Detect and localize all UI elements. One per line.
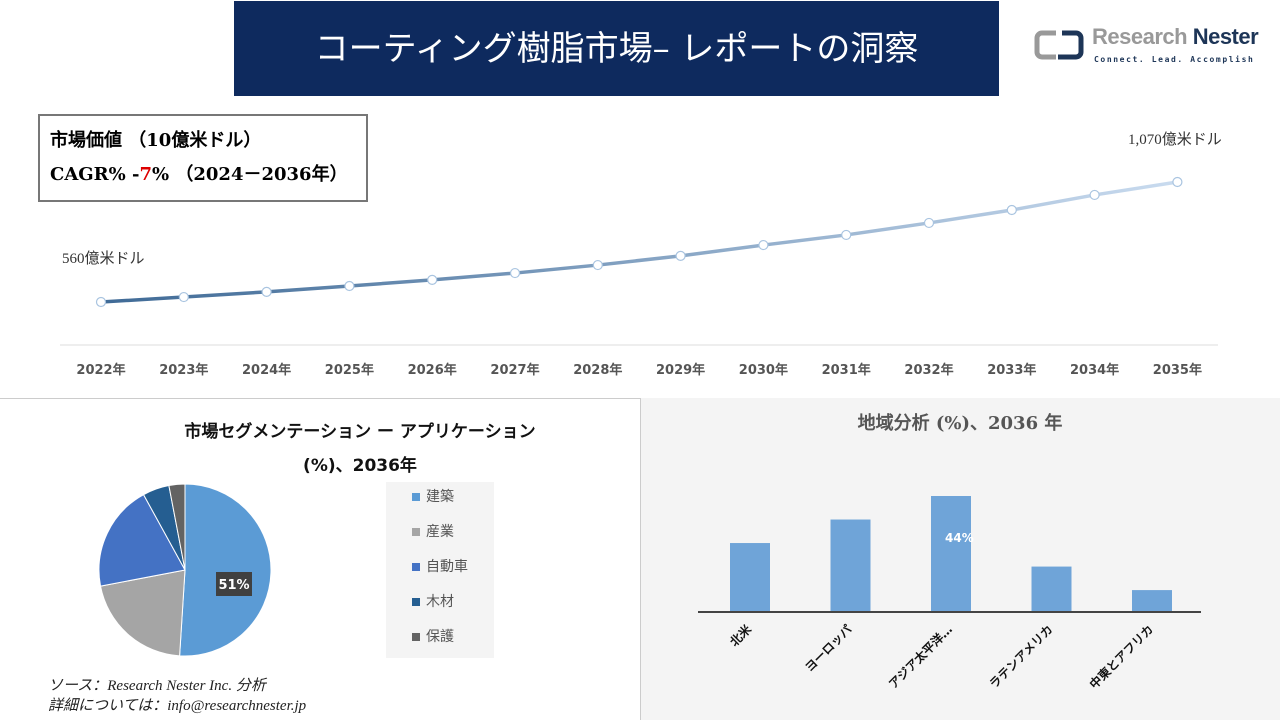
x-tick-label: 2022年: [76, 362, 125, 378]
pie-subtitle: (%)、2036年: [303, 456, 417, 476]
pie-legend: 建築産業自動車木材保護: [386, 482, 494, 658]
x-tick-label: 2027年: [490, 362, 539, 378]
bar: [1132, 590, 1172, 611]
market-value-label: 市場価値 （10億米ドル）: [50, 130, 262, 151]
series-line: [100, 180, 1178, 304]
legend-swatch: [412, 598, 420, 606]
bar-data-label: 44%: [945, 531, 974, 545]
source-text: ソース：Research Nester Inc. 分析: [48, 678, 266, 694]
segment-panel: [0, 398, 640, 720]
data-point: [923, 217, 935, 229]
x-tick-label: 2024年: [242, 362, 291, 378]
legend-item: 保護: [412, 628, 454, 646]
data-point: [427, 274, 438, 285]
end-value-label: 1,070億米ドル: [1128, 132, 1222, 148]
logo-tagline: Connect. Lead. Accomplish: [1094, 55, 1255, 64]
x-tick-label: ヨーロッパ: [802, 622, 854, 674]
legend-label: 建築: [426, 489, 454, 505]
data-point: [344, 280, 355, 292]
data-point: [1006, 204, 1017, 216]
legend-swatch: [412, 528, 420, 536]
legend-swatch: [412, 563, 420, 571]
legend-swatch: [412, 493, 420, 501]
legend-item: 木材: [412, 593, 454, 611]
contact-text: 詳細については：info@researchnester.jp: [48, 698, 307, 714]
pie-data-label: 51%: [218, 578, 249, 593]
cagr-label: CAGR% -7% （2024－2036年）: [50, 164, 348, 185]
pie-slice: [168, 483, 186, 571]
legend-label: 自動車: [426, 559, 468, 575]
x-tick-label: 2025年: [325, 362, 374, 378]
footer: ソース：Research Nester Inc. 分析 詳細については：info…: [48, 676, 306, 716]
page-title: コーティング樹脂市場– レポートの洞察: [234, 1, 999, 96]
data-point: [1172, 176, 1183, 188]
legend-item: 産業: [412, 523, 454, 541]
data-point: [509, 267, 521, 279]
logo-mark-icon: [1034, 30, 1084, 60]
legend-label: 木材: [426, 594, 454, 610]
legend-label: 産業: [426, 524, 454, 540]
pie-title: 市場セグメンテーション ー アプリケーション: [184, 422, 536, 442]
x-tick-label: 2029年: [656, 362, 705, 378]
data-point: [1089, 189, 1100, 201]
x-tick-label: ラテンアメリカ: [987, 622, 1056, 691]
legend-swatch: [412, 633, 420, 641]
data-point: [261, 286, 272, 297]
data-label-bg: [216, 572, 252, 596]
x-tick-label: 2035年: [1153, 362, 1202, 378]
data-point: [95, 296, 107, 308]
data-point: [758, 239, 769, 251]
start-value-label: 560億米ドル: [62, 251, 145, 267]
logo-name: Research Nester: [1092, 24, 1259, 49]
pie-slice: [179, 483, 272, 657]
info-box: 市場価値 （10億米ドル） CAGR% -7% （2024－2036年）: [38, 114, 368, 202]
pie-chart: 51%: [98, 483, 272, 657]
bar-chart: 北米 ヨーロッパ アジア太平洋… ラテンアメリカ 中東とアフリカ 44%: [698, 496, 1201, 692]
x-tick-label: 2034年: [1070, 362, 1119, 378]
legend-item: 自動車: [412, 558, 468, 576]
x-tick-label: 2030年: [739, 362, 788, 378]
data-point: [675, 250, 686, 261]
bar: [1031, 566, 1072, 611]
pie-slice: [99, 569, 186, 657]
x-tick-label: 2028年: [573, 362, 622, 378]
x-tick-label: 2026年: [408, 362, 457, 378]
x-tick-label: アジア太平洋…: [885, 622, 955, 692]
bar-title: 地域分析 (%)、2036 年: [857, 413, 1063, 434]
data-point: [178, 291, 189, 303]
logo: Research Nester Connect. Lead. Accomplis…: [1034, 24, 1264, 68]
line-chart: 2022年 2023年 2024年 2025年 2026年 2027年 2028年 2029年…: [60, 176, 1218, 378]
bar: [931, 496, 971, 611]
bar: [730, 543, 770, 611]
x-tick-label: 2033年: [987, 362, 1036, 378]
data-point: [592, 259, 603, 271]
x-tick-label: 2023年: [159, 362, 208, 378]
x-tick-label: 中東とアフリカ: [1086, 622, 1156, 692]
x-tick-label: 北米: [727, 621, 755, 649]
x-tick-label: 2032年: [904, 362, 953, 378]
data-point: [841, 229, 852, 241]
x-tick-label: 2031年: [822, 362, 871, 378]
bar: [830, 519, 871, 611]
pie-slice: [98, 493, 186, 587]
legend-item: 建築: [412, 488, 454, 506]
legend-label: 保護: [426, 629, 454, 645]
